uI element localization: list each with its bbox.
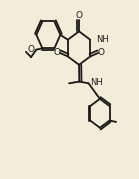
Text: NH: NH — [90, 78, 103, 88]
Text: O: O — [75, 11, 83, 20]
Text: NH: NH — [96, 35, 109, 44]
Text: O: O — [53, 48, 60, 57]
Text: O: O — [98, 48, 105, 57]
Text: O: O — [28, 45, 34, 54]
